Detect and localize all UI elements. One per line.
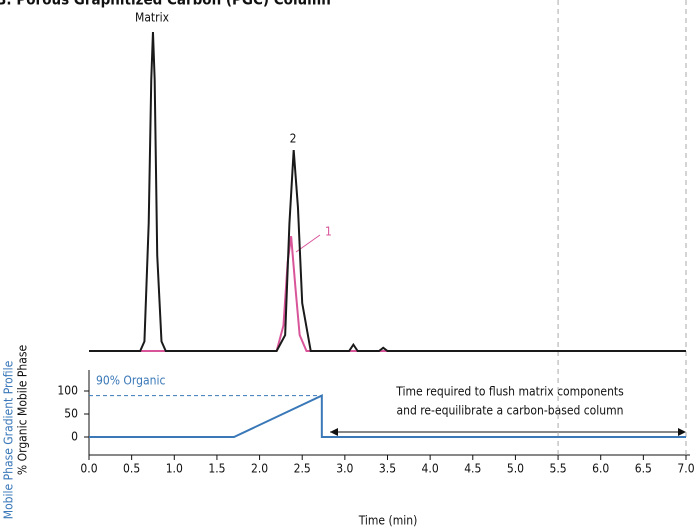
x-tick-label: 2.0 (251, 462, 268, 476)
x-tick-label: 0.5 (123, 462, 140, 476)
x-tick-label: 5.5 (549, 462, 566, 476)
x-tick-label: 5.0 (507, 462, 524, 476)
annotation: 2 (290, 132, 297, 146)
panel-label: Mobile Phase Gradient Profile (2, 360, 16, 519)
x-axis-label: Time (min) (358, 514, 418, 528)
annotation: Time required to flush matrix components (395, 385, 624, 399)
y-axis-label: % Organic Mobile Phase (16, 345, 30, 476)
annotation: 90% Organic (96, 374, 165, 388)
annotation: Matrix (135, 11, 170, 25)
y-tick-label: 50 (64, 407, 78, 421)
annotation: and re-equilibrate a carbon-based column (396, 404, 623, 418)
y-tick-label: 0 (71, 430, 78, 444)
series-line (89, 31, 686, 352)
x-tick-label: 3.5 (379, 462, 396, 476)
annotation: 1 (325, 225, 332, 239)
series-line (89, 236, 686, 352)
x-tick-label: 1.5 (208, 462, 225, 476)
chart-title: B: Porous Graphitized Carbon (PGC) Colum… (0, 0, 331, 9)
x-tick-label: 2.5 (294, 462, 311, 476)
x-tick-label: 6.5 (635, 462, 652, 476)
x-tick-label: 4.5 (464, 462, 481, 476)
y-tick-label: 100 (57, 384, 78, 398)
x-tick-label: 0.0 (80, 462, 97, 476)
x-tick-label: 4.0 (422, 462, 439, 476)
x-tick-label: 7.0 (677, 462, 694, 476)
series-line (89, 394, 686, 438)
x-tick-label: 3.0 (336, 462, 353, 476)
x-tick-label: 1.0 (166, 462, 183, 476)
x-tick-label: 6.0 (592, 462, 609, 476)
